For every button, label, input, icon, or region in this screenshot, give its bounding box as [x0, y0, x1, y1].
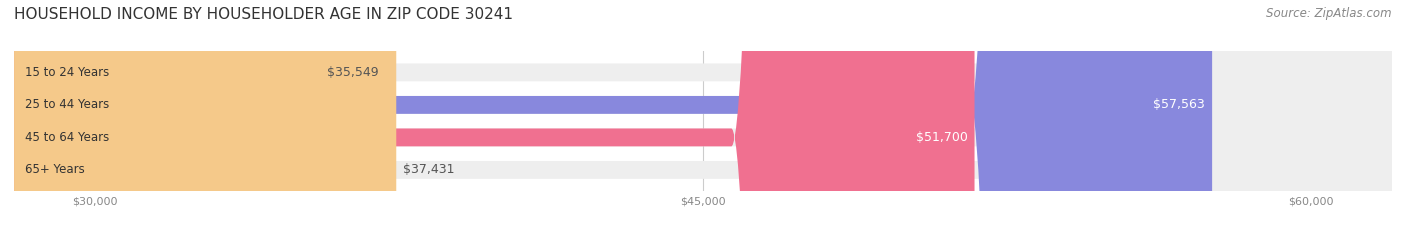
Text: 45 to 64 Years: 45 to 64 Years	[25, 131, 110, 144]
Text: $37,431: $37,431	[404, 163, 454, 176]
Text: $57,563: $57,563	[1153, 98, 1205, 111]
Text: 65+ Years: 65+ Years	[25, 163, 84, 176]
FancyBboxPatch shape	[14, 0, 1212, 233]
FancyBboxPatch shape	[14, 0, 396, 233]
FancyBboxPatch shape	[14, 0, 974, 233]
FancyBboxPatch shape	[14, 0, 321, 233]
Text: HOUSEHOLD INCOME BY HOUSEHOLDER AGE IN ZIP CODE 30241: HOUSEHOLD INCOME BY HOUSEHOLDER AGE IN Z…	[14, 7, 513, 22]
Text: 25 to 44 Years: 25 to 44 Years	[25, 98, 110, 111]
FancyBboxPatch shape	[14, 0, 1392, 233]
Text: $51,700: $51,700	[915, 131, 967, 144]
FancyBboxPatch shape	[14, 0, 1392, 233]
Text: 15 to 24 Years: 15 to 24 Years	[25, 66, 110, 79]
Text: $35,549: $35,549	[326, 66, 378, 79]
FancyBboxPatch shape	[14, 0, 1392, 233]
FancyBboxPatch shape	[14, 0, 1392, 233]
Text: Source: ZipAtlas.com: Source: ZipAtlas.com	[1267, 7, 1392, 20]
